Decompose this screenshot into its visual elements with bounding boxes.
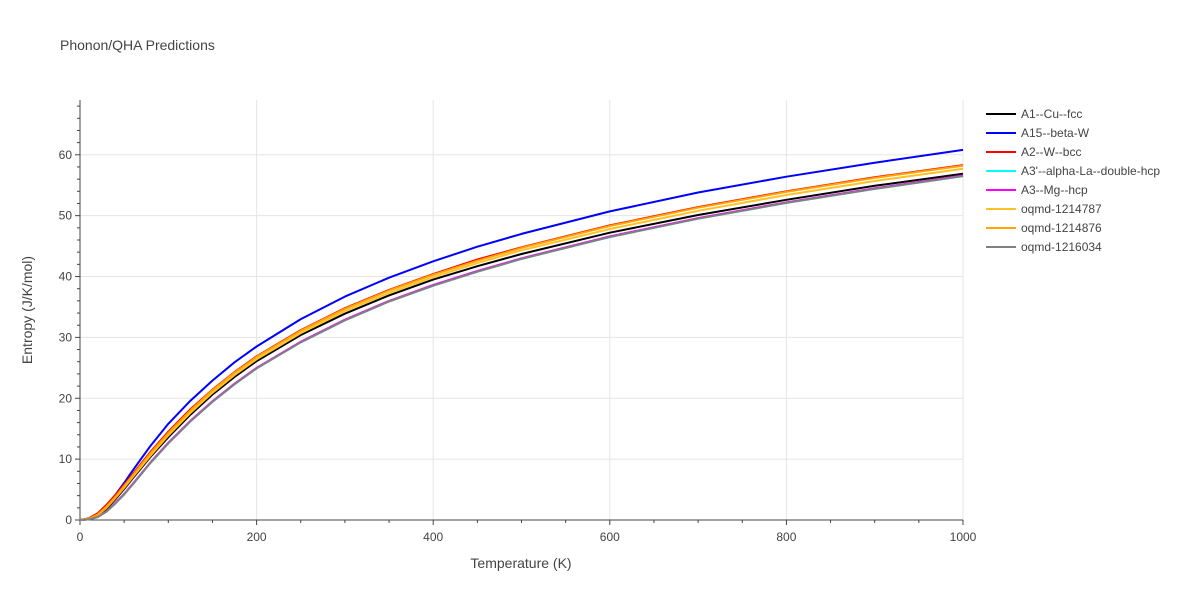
y-tick-label: 0 <box>65 513 72 527</box>
chart-title: Phonon/QHA Predictions <box>60 37 215 53</box>
legend-item[interactable]: A1--Cu--fcc <box>986 107 1082 121</box>
legend[interactable]: A1--Cu--fcc A15--beta-W A2--W--bcc A3'--alp… <box>986 107 1160 254</box>
series-line-6 <box>79 164 964 521</box>
legend-item[interactable]: oqmd-1214787 <box>986 202 1102 216</box>
legend-item[interactable]: A3'--alpha-La--double-hcp <box>986 164 1160 178</box>
series-line-3 <box>79 175 964 521</box>
y-tick-label: 50 <box>59 209 73 223</box>
legend-item[interactable]: oqmd-1214876 <box>986 221 1102 235</box>
legend-label: oqmd-1214876 <box>1021 221 1102 235</box>
x-tick-label: 1000 <box>950 530 977 544</box>
series-line-0 <box>79 172 964 521</box>
legend-label: A3--Mg--hcp <box>1021 183 1088 197</box>
axes-layer: 0 200 400 600 800 1000 0 10 20 30 40 50 60 <box>59 100 977 544</box>
legend-label: A2--W--bcc <box>1021 145 1081 159</box>
x-tick-label: 800 <box>776 530 796 544</box>
series-line-5 <box>79 167 964 521</box>
legend-label: A15--beta-W <box>1021 126 1090 140</box>
y-tick-label: 30 <box>59 330 73 344</box>
y-tick-label: 20 <box>59 391 73 405</box>
x-tick-label: 200 <box>247 530 267 544</box>
series-line-4 <box>79 174 964 521</box>
y-tick-label: 40 <box>59 270 73 284</box>
y-axis-title: Entropy (J/K/mol) <box>19 256 35 364</box>
legend-item[interactable]: A3--Mg--hcp <box>986 183 1088 197</box>
x-tick-label: 600 <box>600 530 620 544</box>
series-line-2 <box>79 164 964 521</box>
x-tick-label: 400 <box>423 530 443 544</box>
legend-item[interactable]: A15--beta-W <box>986 126 1090 140</box>
legend-item[interactable]: oqmd-1216034 <box>986 240 1102 254</box>
legend-label: oqmd-1216034 <box>1021 240 1102 254</box>
legend-label: oqmd-1214787 <box>1021 202 1102 216</box>
series-line-7 <box>79 175 964 521</box>
y-tick-label: 10 <box>59 452 73 466</box>
legend-item[interactable]: A2--W--bcc <box>986 145 1081 159</box>
y-tick-label: 60 <box>59 148 73 162</box>
legend-label: A1--Cu--fcc <box>1021 107 1082 121</box>
x-axis-title: Temperature (K) <box>470 555 571 571</box>
series-lines <box>79 148 964 521</box>
x-tick-label: 0 <box>77 530 84 544</box>
legend-label: A3'--alpha-La--double-hcp <box>1021 164 1160 178</box>
grid-layer <box>80 100 964 520</box>
series-line-1 <box>79 148 964 521</box>
